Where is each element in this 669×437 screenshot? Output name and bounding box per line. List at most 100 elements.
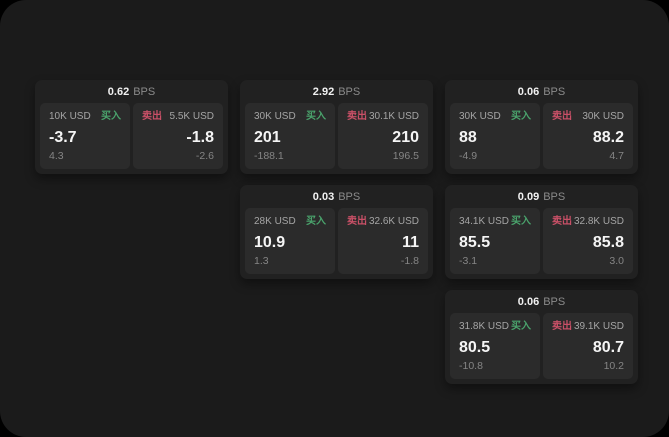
card-body: 30K USD 买入 88 -4.9 卖出 30K USD 88.2 4.7 (445, 103, 638, 174)
sell-tile[interactable]: 卖出 32.6K USD 11 -1.8 (338, 208, 428, 274)
buy-price: 10.9 (254, 234, 286, 251)
buy-tile[interactable]: 34.1K USD 买入 85.5 -3.1 (450, 208, 540, 274)
buy-price: 85.5 (459, 234, 491, 251)
sell-tile-header: 卖出 5.5K USD (142, 111, 214, 123)
buy-tag: 买入 (511, 216, 531, 227)
buy-amount-label: 34.1K USD (459, 216, 510, 227)
buy-tag: 买入 (306, 111, 326, 122)
card-header: 0.03 BPS (240, 185, 433, 208)
buy-change: -3.1 (459, 255, 478, 267)
buy-change: -188.1 (254, 150, 284, 162)
sell-change: 3.0 (609, 255, 624, 267)
quote-grid: 0.62 BPS 10K USD 买入 -3.7 4.3 卖出 5.5K USD (35, 80, 638, 384)
card-header: 0.06 BPS (445, 290, 638, 313)
buy-price: 88 (459, 129, 477, 146)
sell-change: 4.7 (609, 150, 624, 162)
buy-tile-header: 30K USD 买入 (459, 111, 531, 123)
bps-value: 2.92 (312, 85, 335, 98)
sell-tag: 卖出 (347, 111, 367, 122)
bps-value: 0.06 (517, 85, 540, 98)
buy-tile[interactable]: 30K USD 买入 88 -4.9 (450, 103, 540, 169)
buy-tile-header: 30K USD 买入 (254, 111, 326, 123)
bps-value: 0.09 (517, 190, 540, 203)
card-header: 0.09 BPS (445, 185, 638, 208)
buy-change: 1.3 (254, 255, 269, 267)
buy-price: -3.7 (49, 129, 77, 146)
sell-tile[interactable]: 卖出 39.1K USD 80.7 10.2 (543, 313, 633, 379)
sell-tag: 卖出 (142, 111, 162, 122)
sell-tile[interactable]: 卖出 30K USD 88.2 4.7 (543, 103, 633, 169)
bps-unit: BPS (543, 190, 566, 203)
buy-tile-header: 34.1K USD 买入 (459, 216, 531, 228)
buy-change: -10.8 (459, 360, 483, 372)
sell-tile[interactable]: 卖出 30.1K USD 210 196.5 (338, 103, 428, 169)
card-body: 10K USD 买入 -3.7 4.3 卖出 5.5K USD -1.8 -2.… (35, 103, 228, 174)
buy-amount-label: 28K USD (254, 216, 296, 227)
sell-price: 11 (402, 234, 419, 251)
sell-change: 196.5 (392, 150, 419, 162)
buy-price: 201 (254, 129, 281, 146)
buy-tag: 买入 (511, 321, 531, 332)
sell-tag: 卖出 (552, 321, 572, 332)
sell-amount-label: 5.5K USD (169, 111, 214, 122)
bps-unit: BPS (338, 85, 361, 98)
buy-change: -4.9 (459, 150, 478, 162)
bps-unit: BPS (338, 190, 361, 203)
sell-tile-header: 卖出 30K USD (552, 111, 624, 123)
quote-card: 0.06 BPS 30K USD 买入 88 -4.9 卖出 30K USD (445, 80, 638, 174)
sell-amount-label: 39.1K USD (573, 321, 624, 332)
sell-amount-label: 32.6K USD (368, 216, 419, 227)
sell-amount-label: 32.8K USD (573, 216, 624, 227)
quote-card: 0.03 BPS 28K USD 买入 10.9 1.3 卖出 32.6K US… (240, 185, 433, 279)
card-body: 34.1K USD 买入 85.5 -3.1 卖出 32.8K USD 85.8… (445, 208, 638, 279)
bps-unit: BPS (133, 85, 156, 98)
sell-tile-header: 卖出 32.8K USD (552, 216, 624, 228)
buy-tile[interactable]: 30K USD 买入 201 -188.1 (245, 103, 335, 169)
buy-tile-header: 31.8K USD 买入 (459, 321, 531, 333)
sell-change: -1.8 (400, 255, 419, 267)
card-body: 30K USD 买入 201 -188.1 卖出 30.1K USD 210 1… (240, 103, 433, 174)
buy-tile[interactable]: 31.8K USD 买入 80.5 -10.8 (450, 313, 540, 379)
buy-amount-label: 10K USD (49, 111, 91, 122)
buy-tag: 买入 (101, 111, 121, 122)
buy-price: 80.5 (459, 339, 491, 356)
sell-tag: 卖出 (347, 216, 367, 227)
bps-value: 0.06 (517, 295, 540, 308)
quote-card: 0.62 BPS 10K USD 买入 -3.7 4.3 卖出 5.5K USD (35, 80, 228, 174)
sell-tile-header: 卖出 30.1K USD (347, 111, 419, 123)
sell-tag: 卖出 (552, 111, 572, 122)
sell-tile[interactable]: 卖出 5.5K USD -1.8 -2.6 (133, 103, 223, 169)
sell-price: 88.2 (592, 129, 624, 146)
bps-value: 0.62 (107, 85, 130, 98)
sell-tile[interactable]: 卖出 32.8K USD 85.8 3.0 (543, 208, 633, 274)
buy-tile[interactable]: 28K USD 买入 10.9 1.3 (245, 208, 335, 274)
quote-card: 0.06 BPS 31.8K USD 买入 80.5 -10.8 卖出 39.1… (445, 290, 638, 384)
card-body: 28K USD 买入 10.9 1.3 卖出 32.6K USD 11 -1.8 (240, 208, 433, 279)
bps-unit: BPS (543, 295, 566, 308)
card-header: 0.06 BPS (445, 80, 638, 103)
bps-unit: BPS (543, 85, 566, 98)
card-body: 31.8K USD 买入 80.5 -10.8 卖出 39.1K USD 80.… (445, 313, 638, 384)
buy-tile-header: 28K USD 买入 (254, 216, 326, 228)
card-header: 2.92 BPS (240, 80, 433, 103)
buy-amount-label: 31.8K USD (459, 321, 510, 332)
sell-change: 10.2 (603, 360, 624, 372)
sell-tile-header: 卖出 39.1K USD (552, 321, 624, 333)
buy-amount-label: 30K USD (254, 111, 296, 122)
buy-amount-label: 30K USD (459, 111, 501, 122)
buy-tile[interactable]: 10K USD 买入 -3.7 4.3 (40, 103, 130, 169)
buy-tag: 买入 (511, 111, 531, 122)
buy-change: 4.3 (49, 150, 64, 162)
buy-tag: 买入 (306, 216, 326, 227)
sell-amount-label: 30.1K USD (368, 111, 419, 122)
quote-card: 0.09 BPS 34.1K USD 买入 85.5 -3.1 卖出 32.8K… (445, 185, 638, 279)
sell-price: 85.8 (592, 234, 624, 251)
sell-price: 80.7 (592, 339, 624, 356)
quote-card: 2.92 BPS 30K USD 买入 201 -188.1 卖出 30.1K … (240, 80, 433, 174)
card-header: 0.62 BPS (35, 80, 228, 103)
sell-amount-label: 30K USD (582, 111, 624, 122)
sell-change: -2.6 (195, 150, 214, 162)
sell-tile-header: 卖出 32.6K USD (347, 216, 419, 228)
sell-tag: 卖出 (552, 216, 572, 227)
